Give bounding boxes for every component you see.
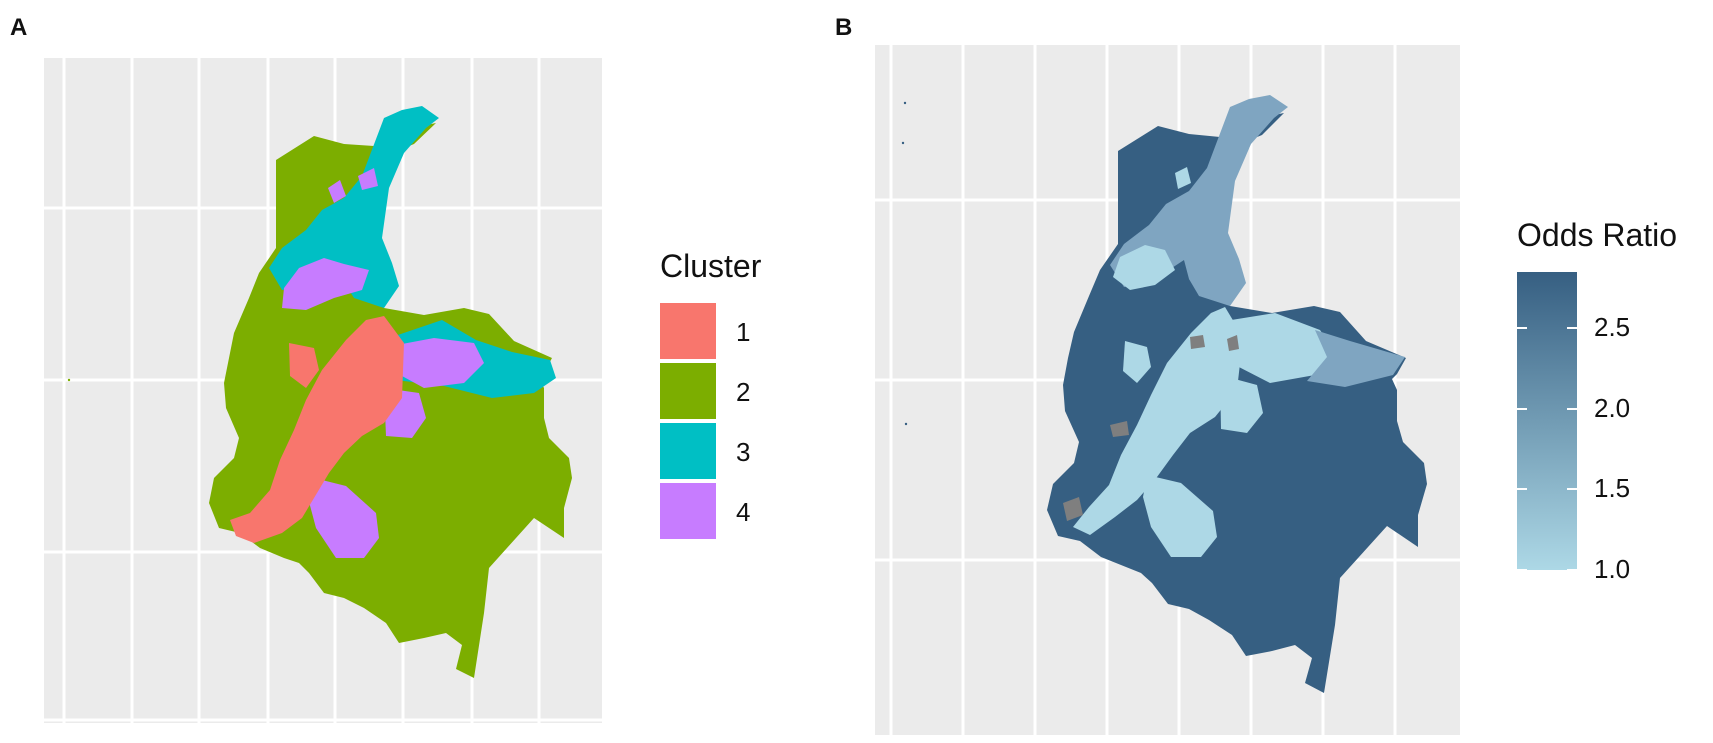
region-cluster-4-caribbean — [282, 258, 369, 310]
cluster-legend-title: Cluster — [660, 248, 762, 284]
colorbar-tick-mark — [1567, 327, 1577, 330]
region-cluster-4-east — [402, 338, 484, 388]
region-odds-south-light — [1143, 475, 1217, 557]
colorbar-tick-label: 2.0 — [1594, 392, 1631, 423]
colorbar-tick-label: 1.0 — [1594, 554, 1631, 584]
region-cluster-1-andes — [230, 316, 404, 543]
island-dot — [67, 378, 71, 382]
region-odds-caribbean-light — [1113, 245, 1175, 290]
colorbar-tick-mark — [1517, 327, 1527, 330]
region-odds-na-1 — [1063, 497, 1083, 521]
region-odds-na-4 — [1227, 335, 1239, 351]
region-odds-na-3 — [1190, 335, 1205, 349]
region-odds-andes-light — [1073, 307, 1243, 535]
legend-label-2: 2 — [736, 377, 751, 407]
legend-swatch-1 — [660, 303, 716, 359]
legend-swatch-3 — [660, 423, 716, 479]
cluster-map — [44, 58, 602, 723]
legend-label-1: 1 — [736, 317, 751, 347]
region-odds-central-light — [1220, 375, 1263, 433]
region-cluster-3-north — [269, 106, 439, 308]
colorbar-tick-label: 1.5 — [1594, 473, 1631, 504]
island-dot — [904, 422, 908, 426]
region-odds-west-light — [1123, 341, 1151, 383]
region-odds-east-light — [1225, 313, 1337, 383]
region-cluster-4-islet-a — [328, 180, 346, 203]
legend-swatch-4 — [660, 483, 716, 539]
odds-ratio-map — [875, 45, 1460, 735]
region-odds-northislet — [1175, 167, 1191, 189]
colorbar-tick-mark — [1567, 569, 1577, 571]
region-cluster-4-south — [308, 478, 379, 558]
panel-label-a: A — [10, 14, 28, 41]
panel-label-b: B — [835, 14, 853, 41]
colorbar-tick-mark — [1567, 407, 1577, 410]
region-odds-na-2 — [1110, 421, 1129, 437]
region-cluster-4-islet-b — [358, 168, 378, 190]
colorbar-tick-label: 2.5 — [1594, 312, 1631, 343]
odds-colorbar — [1517, 272, 1577, 570]
colorbar-tick-mark — [1567, 488, 1577, 491]
legend-label-4: 4 — [736, 497, 751, 527]
colorbar-tick-mark — [1517, 407, 1527, 410]
colorbar-tick-mark — [1517, 488, 1527, 491]
island-dot — [901, 141, 905, 145]
island-dot — [903, 101, 907, 105]
odds-legend-title: Odds Ratio — [1517, 217, 1678, 253]
colorbar-tick-mark — [1517, 569, 1527, 571]
legend-label-3: 3 — [736, 437, 751, 467]
legend-swatch-2 — [660, 363, 716, 419]
region-cluster-1-west — [289, 343, 319, 388]
region-odds-east-medium — [1307, 330, 1405, 387]
